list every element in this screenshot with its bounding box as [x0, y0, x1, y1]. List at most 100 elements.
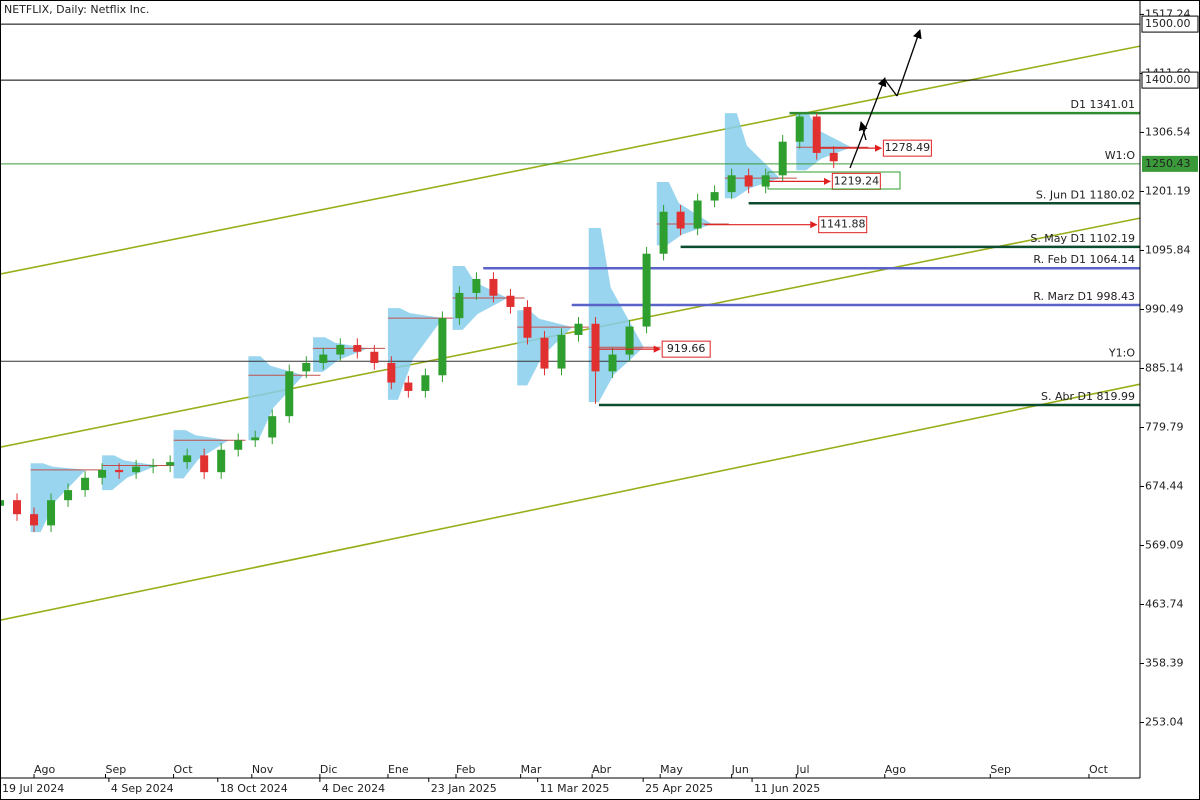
- candle-body: [30, 514, 39, 526]
- candle-body: [183, 455, 192, 463]
- candle-body: [251, 437, 260, 441]
- y-tick-label: 990.49: [1145, 302, 1184, 315]
- volume-profile: [796, 113, 852, 171]
- candle-body: [455, 292, 464, 319]
- candle-body: [302, 362, 311, 372]
- y-tick-label: 253.04: [1145, 716, 1184, 729]
- y-tick-label: 463.74: [1145, 598, 1184, 611]
- candle-body: [81, 477, 90, 491]
- candle-body: [608, 354, 617, 372]
- candle-body: [353, 345, 362, 352]
- candle-body: [115, 469, 124, 473]
- candle-body: [149, 465, 158, 467]
- price-box-label: 1500.00: [1145, 17, 1191, 30]
- marker-label: 1219.24: [834, 174, 880, 187]
- level-label: R. Marz D1 998.43: [1033, 290, 1135, 303]
- x-tick-label: Jul: [795, 763, 809, 776]
- candle-body: [64, 490, 73, 501]
- candle-body: [13, 500, 22, 515]
- candle-body: [472, 278, 481, 293]
- candle-body: [319, 354, 328, 363]
- candle-body: [727, 175, 736, 193]
- candle-body: [387, 362, 396, 383]
- candle-body: [540, 337, 549, 369]
- x-tick-label: Ago: [885, 763, 907, 776]
- price-box-label: 1400.00: [1145, 73, 1191, 86]
- candle-body: [268, 416, 277, 438]
- x-tick-label: Sep: [105, 763, 126, 776]
- volume-profile: [387, 308, 443, 400]
- candle-body: [0, 500, 4, 506]
- x-tick-label: Dic: [320, 763, 338, 776]
- y-tick-label: 569.09: [1145, 539, 1184, 552]
- price-box: [1142, 155, 1198, 172]
- candle-body: [285, 371, 294, 417]
- chart-title: NETFLIX, Daily: Netflix Inc.: [4, 3, 149, 16]
- date-tick-label: 18 Oct 2024: [220, 782, 288, 795]
- x-tick-label: Oct: [174, 763, 194, 776]
- candle-body: [489, 278, 498, 296]
- date-tick-label: 11 Mar 2025: [540, 782, 610, 795]
- candle-body: [523, 306, 532, 338]
- candle-body: [778, 141, 787, 176]
- x-tick-label: Ene: [388, 763, 409, 776]
- price-box: [1141, 71, 1199, 89]
- candle-body: [710, 192, 719, 201]
- candle-body: [642, 253, 651, 327]
- x-tick-label: Jun: [731, 763, 749, 776]
- x-tick-label: Ago: [34, 763, 56, 776]
- marker-label: 1278.49: [885, 141, 931, 154]
- level-label: S. Jun D1 1180.02: [1036, 188, 1135, 201]
- channel-line: [0, 383, 1141, 621]
- zone-box: [767, 171, 901, 190]
- candle-body: [676, 211, 685, 229]
- candle-body: [166, 462, 175, 466]
- date-tick-label: 11 Jun 2025: [754, 782, 820, 795]
- y-tick-label: 358.39: [1145, 657, 1184, 670]
- x-tick-label: Nov: [252, 763, 274, 776]
- candle-body: [591, 323, 600, 372]
- candle-body: [98, 469, 107, 478]
- volume-profile: [102, 455, 158, 491]
- level-label: W1:O: [1105, 149, 1136, 162]
- arrow: [858, 121, 868, 141]
- candle-body: [744, 175, 753, 187]
- y-tick-label: 779.79: [1145, 420, 1184, 433]
- y-tick-label: 1095.84: [1145, 243, 1191, 256]
- price-axis: [1140, 0, 1200, 800]
- marker-label: 1141.88: [820, 218, 866, 231]
- candle-body: [693, 200, 702, 229]
- candle-body: [438, 318, 447, 376]
- candle-body: [217, 449, 226, 473]
- projection-arrows: [849, 29, 922, 169]
- channel-line: [0, 45, 1141, 275]
- marker-box: [818, 216, 868, 234]
- candle-body: [132, 466, 141, 473]
- price-box-label: 1250.43: [1145, 157, 1191, 170]
- x-tick-label: Oct: [1089, 763, 1109, 776]
- candle-body: [829, 152, 838, 162]
- marker-box: [661, 340, 711, 358]
- x-tick-label: Sep: [990, 763, 1011, 776]
- candle-body: [506, 295, 515, 307]
- candle-body: [336, 345, 345, 355]
- candle-body: [47, 500, 56, 526]
- candle-body: [404, 382, 413, 391]
- date-tick-label: 19 Jul 2024: [2, 782, 64, 795]
- arrow: [884, 79, 898, 97]
- level-label: R. Feb D1 1064.14: [1033, 253, 1135, 266]
- x-tick-label: May: [660, 763, 683, 776]
- y-tick-label: 885.14: [1145, 361, 1184, 374]
- candle-body: [795, 116, 804, 142]
- date-tick-label: 23 Jan 2025: [431, 782, 497, 795]
- candle-body: [659, 211, 668, 254]
- marker-label: 919.66: [667, 342, 706, 355]
- arrow: [896, 29, 922, 97]
- y-tick-label: 1201.19: [1145, 184, 1191, 197]
- candle-body: [557, 334, 566, 369]
- level-label: Y1:O: [1108, 346, 1135, 359]
- date-tick-label: 4 Sep 2024: [111, 782, 174, 795]
- candle-body: [812, 116, 821, 153]
